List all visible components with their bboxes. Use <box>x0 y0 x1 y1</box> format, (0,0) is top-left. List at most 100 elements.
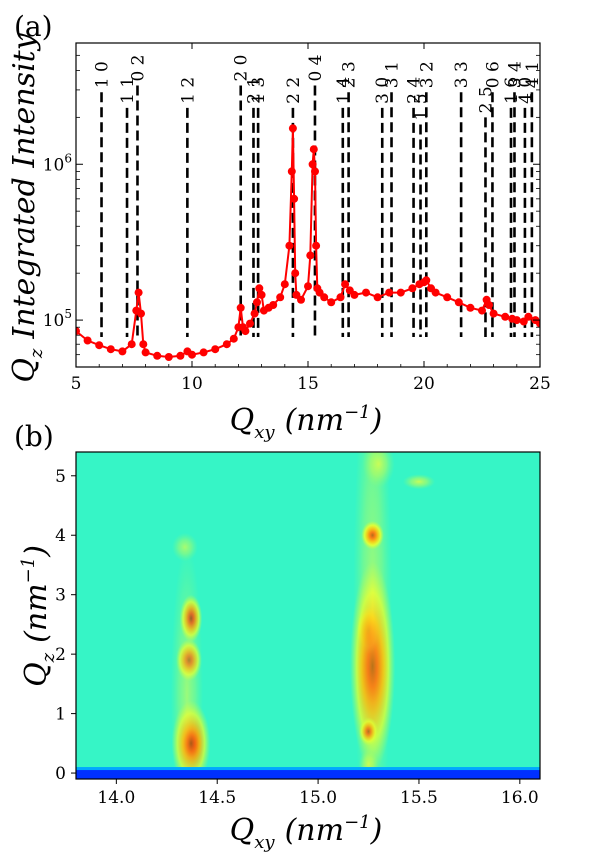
data-point-62 <box>422 276 431 285</box>
data-point-38 <box>291 269 300 278</box>
heatmap-y-tick-label-1: 1 <box>55 705 66 725</box>
data-point-74 <box>512 316 521 325</box>
data-point-33 <box>280 280 289 289</box>
data-point-9 <box>139 340 148 349</box>
data-point-64 <box>431 288 440 297</box>
reflection-label-22: 4 1 <box>523 61 543 88</box>
data-point-57 <box>385 288 394 297</box>
data-point-35 <box>287 167 296 176</box>
heatmap-x-tick-label-2: 15.0 <box>299 788 337 808</box>
panel-b-heatmap: 14.0 14.5 15.0 15.5 16.0 0 1 2 3 4 5 <box>55 451 541 808</box>
data-point-36 <box>288 124 297 133</box>
heatmap-y-tick-label-5: 5 <box>55 467 66 487</box>
diffraction-spot-5 <box>172 532 198 562</box>
panel-b-label: (b) <box>14 420 54 453</box>
panel-a-plot-area <box>76 85 540 361</box>
horizon-band-edge <box>76 767 540 771</box>
reflection-label-18: 0 6 <box>483 61 503 88</box>
reflection-label-3: 1 2 <box>178 77 198 104</box>
data-point-46 <box>312 241 321 250</box>
x-tick-label-1: 10 <box>181 374 203 394</box>
heatmap-x-tick-label-1: 14.5 <box>198 788 236 808</box>
reflection-label-1: 1 1 <box>118 77 138 104</box>
data-point-56 <box>373 293 382 302</box>
panel-a-frame <box>75 42 541 368</box>
reflection-label-14: 1 5 <box>412 93 432 120</box>
data-point-10 <box>141 348 150 357</box>
data-point-70 <box>485 301 493 309</box>
diffraction-spot-13 <box>362 452 395 488</box>
reflection-label-16: 3 3 <box>452 61 472 88</box>
heatmap-x-tick-label-4: 16.0 <box>501 788 539 808</box>
data-point-44 <box>309 145 318 154</box>
reflection-label-21: 4 0 <box>516 77 536 104</box>
reflection-label-6: 1 3 <box>249 77 269 104</box>
heatmap-x-tick-label-0: 14.0 <box>97 788 135 808</box>
panel-a-label: (a) <box>14 10 53 43</box>
reflection-label-19: 1 6 <box>502 77 522 104</box>
data-point-0 <box>76 327 80 336</box>
data-point-55 <box>362 288 370 297</box>
reflection-label-10: 2 3 <box>340 61 360 88</box>
data-point-42 <box>306 251 315 260</box>
data-point-31 <box>269 301 278 309</box>
data-point-18 <box>222 340 231 349</box>
reflection-label-15: 3 2 <box>417 61 437 88</box>
data-point-51 <box>336 293 345 302</box>
data-point-15 <box>188 350 196 359</box>
y-tick-label-0: 105 <box>43 307 72 331</box>
data-point-54 <box>350 290 359 299</box>
data-point-34 <box>285 241 294 250</box>
data-point-41 <box>304 282 312 291</box>
heatmap-y-tick-label-2: 2 <box>55 645 66 665</box>
x-tick-label-2: 15 <box>297 374 319 394</box>
panel-b-plot-area <box>76 452 540 785</box>
data-point-7 <box>134 288 143 297</box>
diffraction-spot-12 <box>353 452 392 779</box>
heatmap-y-tick-label-3: 3 <box>55 586 66 606</box>
series-line <box>76 128 540 359</box>
horizon-band-dark <box>76 779 540 785</box>
data-point-26 <box>253 298 261 307</box>
reflection-label-0: 1 0 <box>93 61 113 88</box>
data-point-49 <box>320 293 329 302</box>
reflection-label-2: 0 2 <box>128 54 148 81</box>
data-point-50 <box>327 298 336 307</box>
data-point-17 <box>211 345 220 354</box>
data-point-19 <box>229 334 238 343</box>
data-point-71 <box>489 309 498 318</box>
data-point-16 <box>199 348 208 357</box>
data-point-5 <box>127 340 136 349</box>
data-point-28 <box>257 290 266 299</box>
reflection-label-8: 0 4 <box>306 54 326 81</box>
data-point-2 <box>95 341 104 350</box>
data-point-78 <box>536 319 540 328</box>
reflection-label-12: 3 1 <box>383 61 403 88</box>
data-point-13 <box>176 351 185 360</box>
horizon-band <box>76 769 540 779</box>
data-point-65 <box>443 293 452 302</box>
data-point-45 <box>311 167 319 176</box>
diffraction-spot-4 <box>170 543 204 779</box>
data-point-4 <box>118 347 127 356</box>
reflection-label-9: 1 4 <box>334 77 354 104</box>
x-tick-label-4: 25 <box>529 374 551 394</box>
data-point-21 <box>236 303 245 312</box>
data-point-59 <box>408 284 417 293</box>
data-point-37 <box>290 194 299 203</box>
data-point-43 <box>308 160 317 169</box>
data-point-58 <box>396 288 405 297</box>
data-point-23 <box>241 327 250 336</box>
panel-b-xlabel: Qxy (nm−1) <box>230 812 383 853</box>
reflection-label-4: 2 0 <box>232 54 252 81</box>
data-point-52 <box>341 280 350 289</box>
data-point-24 <box>246 319 254 328</box>
data-point-3 <box>106 345 115 354</box>
data-point-25 <box>250 309 259 318</box>
reflection-label-11: 3 0 <box>373 77 393 104</box>
heatmap-y-tick-label-0: 0 <box>55 764 66 784</box>
data-point-12 <box>164 353 173 361</box>
data-point-66 <box>454 298 463 307</box>
